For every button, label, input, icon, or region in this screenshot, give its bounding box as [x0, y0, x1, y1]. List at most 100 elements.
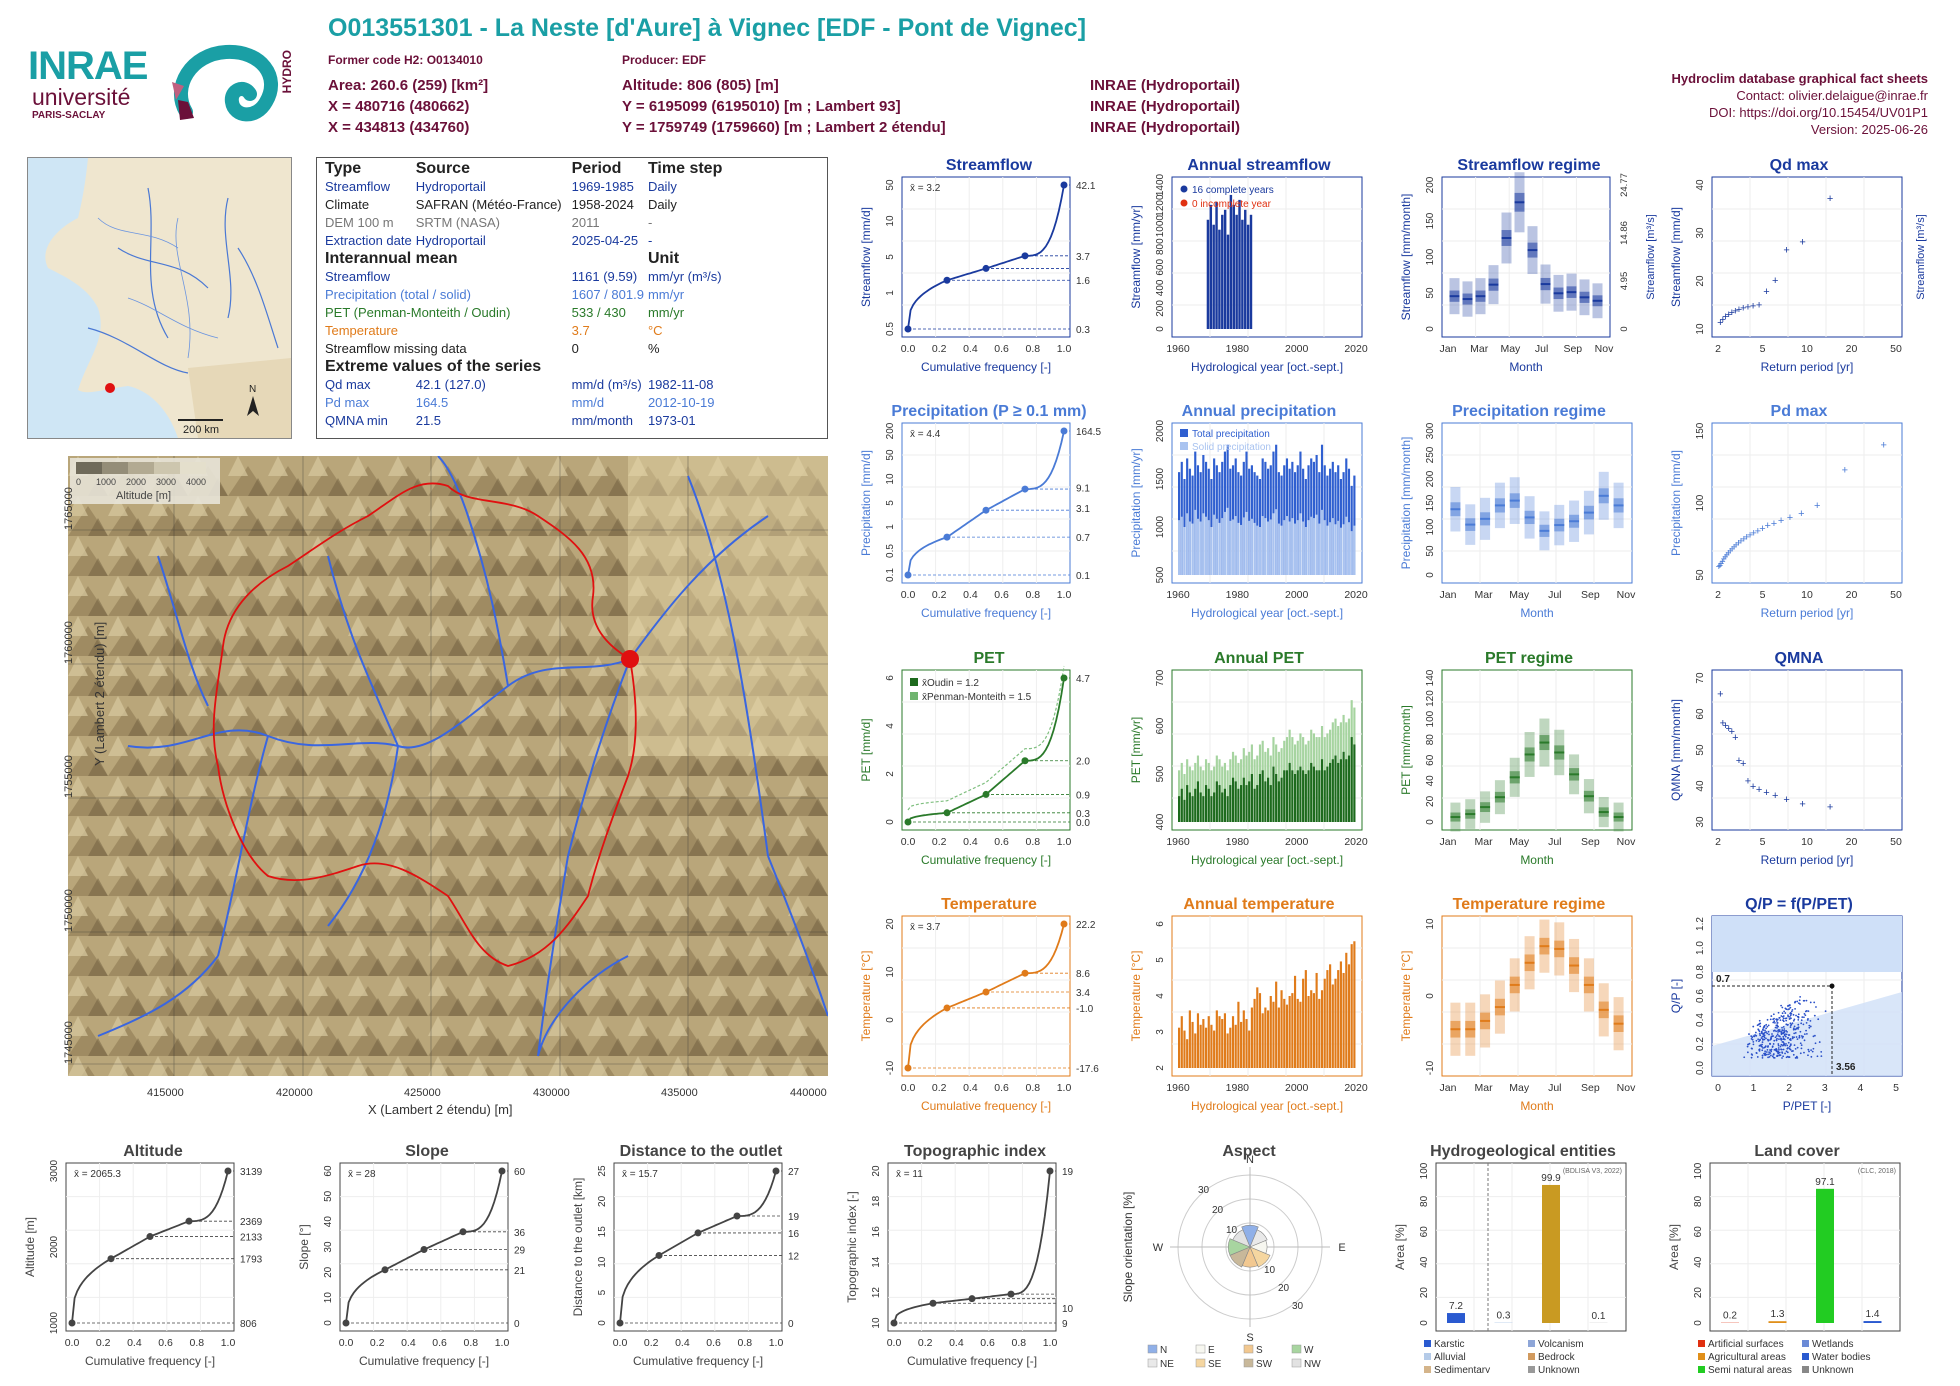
y-tick: 200 [1425, 176, 1436, 193]
mean-label: x̄ = 15.7 [622, 1169, 658, 1180]
info-table: Type Source Period Time step Streamflow H… [316, 157, 828, 439]
bar [1248, 1030, 1251, 1068]
chart-svg: P/PET [-] Q/P [-] 0 1 2 3 4 5 0.0 0.2 0.4 0.6 0.8 1.0… [1669, 915, 1903, 1113]
y-axis-label: Temperature [°C] [1399, 951, 1413, 1042]
version: Version: 2025-06-26 [1810, 122, 1928, 137]
legend-swatch [1802, 1353, 1809, 1360]
qp-point [1767, 1039, 1770, 1042]
logos: INRAE université PARIS-SACLAY HYDRO [28, 42, 298, 132]
qp-point [1769, 1038, 1772, 1041]
y-tick: 120 [1425, 690, 1436, 707]
mean-label: x̄ = 2065.3 [74, 1169, 121, 1180]
qp-point [1784, 1007, 1787, 1010]
x-tick: 1.0 [495, 1337, 510, 1349]
bar-total [1277, 472, 1280, 575]
bar-part [1302, 521, 1305, 575]
x-axis-label: Return period [yr] [1761, 606, 1854, 620]
qp-point [1798, 1034, 1801, 1037]
y-tick: 50 [1425, 545, 1436, 557]
bar-part [1207, 520, 1210, 575]
bar-part [1331, 518, 1334, 575]
x-tick: 0.4 [963, 343, 978, 355]
quantile-label: 27 [788, 1167, 800, 1178]
y-tick: 50 [1695, 744, 1706, 756]
bar-part [1186, 785, 1189, 822]
data-point: + [1727, 546, 1733, 558]
bar [1318, 998, 1321, 1068]
bar [1242, 1010, 1245, 1068]
qp-point [1805, 1022, 1808, 1024]
bar-total [1299, 451, 1302, 575]
y-tick: 40 [1425, 775, 1436, 787]
bar [1212, 224, 1215, 329]
plot-frame [1441, 669, 1633, 831]
qp-point [1781, 1057, 1783, 1059]
catchment-boundary [212, 482, 637, 967]
qp-point [1782, 1055, 1785, 1058]
x-axis-label: Hydrological year [oct.-sept.] [1191, 853, 1343, 867]
bar-part [1194, 509, 1197, 575]
quantile-label: 3.7 [1076, 252, 1090, 263]
qp-point [1763, 1038, 1766, 1041]
bar-part [1194, 788, 1197, 822]
x-tick: 2000 [1285, 343, 1309, 355]
qp-point [1769, 1049, 1772, 1052]
bar [1250, 1007, 1253, 1068]
qp-point [1783, 1010, 1786, 1013]
qp-point [1784, 1012, 1787, 1014]
info-table-body: Type Source Period Time step Streamflow H… [325, 160, 726, 430]
data-point: + [1725, 548, 1731, 560]
qp-point [1789, 1012, 1792, 1015]
y-tick: 10 [885, 473, 896, 485]
y-tick: 600 [1155, 259, 1166, 276]
bar-total [1293, 472, 1297, 575]
bar-part [1226, 796, 1229, 822]
bar-part [1339, 759, 1342, 822]
bar-part [1253, 522, 1256, 575]
qp-point [1772, 1013, 1775, 1016]
bar-part [1302, 770, 1305, 822]
qp-point [1758, 1040, 1760, 1043]
qp-point [1768, 1055, 1771, 1058]
qp-point [1772, 1030, 1775, 1032]
chart-svg: Month Streamflow [mm/month] Streamflow [m³… [1399, 172, 1657, 374]
qp-point [1767, 1056, 1769, 1059]
bar-total [1347, 468, 1351, 575]
qp-point [1794, 1056, 1797, 1059]
legend-label: 0 incomplete year [1192, 199, 1272, 210]
map-x-label: X (Lambert 2 étendu) [m] [368, 1102, 513, 1117]
qp-point [1772, 1056, 1775, 1059]
bar-part [1285, 770, 1289, 822]
x-tick: 1960 [1166, 343, 1190, 355]
x-tick: May [1509, 1082, 1530, 1094]
plot-frame [901, 669, 1071, 831]
ring-label: 10 [1264, 1265, 1276, 1276]
y-tick: 60 [1419, 1226, 1430, 1238]
mean-row: Temperature 3.7 °C [325, 322, 726, 340]
x-tick: Jan [1440, 836, 1457, 848]
distance-chart: Distance to the outlet Cumulative frequen… [570, 1143, 832, 1373]
bar [1196, 1013, 1200, 1068]
qp-point [1760, 1037, 1763, 1039]
y-tick: 10 [885, 215, 896, 227]
mean-unit: % [647, 341, 660, 356]
legend-label: SE [1208, 1359, 1222, 1370]
y-tick: 3000 [49, 1159, 60, 1182]
quantile-label: 0 [514, 1319, 520, 1330]
mean-label: x̄ = 11 [896, 1169, 923, 1180]
quantile-label: 0.7 [1076, 533, 1090, 544]
bar-part [1199, 521, 1202, 575]
x-tick: 5 [1760, 836, 1766, 848]
map-x-tick: 415000 [147, 1087, 184, 1099]
qp-point [1772, 1043, 1775, 1045]
bar [1283, 998, 1286, 1068]
legend-swatch [1291, 1358, 1302, 1368]
x-tick: 20 [1846, 343, 1858, 355]
chart-svg: Cumulative frequency [-] Streamflow [mm/d… [859, 176, 1096, 374]
data-point: + [1729, 726, 1735, 738]
chart-title: Precipitation regime [1452, 403, 1606, 420]
chart-svg: Hydrological year [oct.-sept.] Temperatur… [1129, 915, 1368, 1113]
bar-part [1237, 522, 1240, 575]
qp-point [1782, 1020, 1785, 1023]
qp-point [1761, 1056, 1764, 1059]
